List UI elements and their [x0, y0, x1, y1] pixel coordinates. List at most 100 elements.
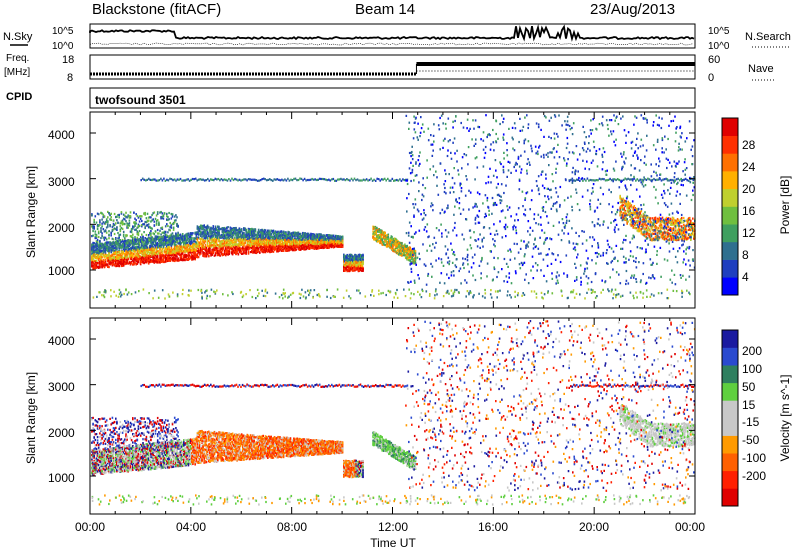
scatter-point [234, 249, 236, 253]
scatter-point [136, 261, 139, 264]
scatter-point [192, 251, 194, 254]
scatter-point [197, 244, 200, 248]
scatter-point [146, 248, 149, 251]
scatter-point [151, 213, 153, 217]
scatter-point [220, 247, 223, 250]
scatter-point [139, 240, 142, 243]
scatter-point [202, 251, 204, 254]
scatter-point [206, 230, 209, 233]
scatter-point [269, 233, 271, 236]
scatter-point [138, 247, 141, 250]
scatter-point [214, 252, 217, 255]
scatter-point [96, 266, 99, 269]
scatter-point [197, 241, 200, 244]
scatter-point [253, 237, 255, 240]
scatter-point [264, 229, 267, 232]
scatter-point [139, 239, 142, 242]
scatter-point [172, 252, 175, 255]
scatter-point [92, 264, 94, 267]
scatter-point [268, 232, 270, 235]
scatter-point [257, 236, 260, 239]
scatter-point [168, 239, 170, 242]
scatter-point [141, 260, 143, 263]
scatter-point [236, 231, 238, 234]
scatter-point [185, 233, 187, 236]
scatter-point [145, 224, 148, 227]
scatter-point [117, 257, 119, 261]
scatter-point [115, 248, 117, 252]
scatter-point [151, 236, 153, 239]
scatter-point [127, 239, 129, 242]
scatter-point [170, 254, 173, 257]
nsearch-tick-bottom: 10^0 [708, 41, 730, 52]
scatter-point [255, 249, 258, 252]
scatter-point [156, 237, 159, 240]
scatter-point [97, 246, 100, 249]
scatter-point [137, 243, 140, 246]
scatter-point [256, 231, 259, 234]
scatter-point [225, 236, 227, 239]
scatter-point [101, 212, 103, 215]
scatter-point [195, 242, 198, 245]
scatter-point [218, 234, 220, 237]
scatter-point [132, 249, 134, 252]
scatter-point [171, 237, 174, 240]
scatter-point [215, 237, 218, 240]
scatter-point [116, 215, 118, 218]
scatter-point [141, 256, 143, 259]
scatter-point [109, 263, 111, 266]
scatter-point [159, 256, 161, 260]
scatter-point [118, 246, 120, 249]
scatter-point [214, 249, 217, 252]
scatter-point [146, 238, 149, 241]
scatter-point [203, 247, 205, 251]
scatter-point [136, 233, 139, 236]
scatter-point [168, 258, 170, 261]
scatter-point [226, 252, 228, 255]
scatter-point [152, 250, 154, 253]
scatter-point [141, 224, 143, 227]
scatter-point [205, 255, 208, 258]
scatter-point [176, 245, 178, 248]
scatter-point [94, 253, 97, 256]
scatter-point [119, 228, 122, 231]
scatter-point [109, 241, 111, 244]
scatter-point [212, 242, 215, 245]
scatter-point [172, 253, 175, 256]
scatter-point [180, 255, 183, 258]
scatter-point [160, 249, 162, 252]
scatter-point [155, 222, 158, 225]
scatter-point [257, 248, 260, 251]
scatter-point [139, 258, 142, 261]
scatter-point [245, 247, 247, 250]
scatter-point [113, 244, 116, 247]
scatter-point [239, 235, 242, 238]
scatter-point [247, 248, 250, 251]
scatter-point [267, 245, 269, 249]
scatter-point [176, 235, 178, 238]
scatter-point [111, 258, 114, 262]
scatter-point [147, 261, 150, 265]
scatter-point [196, 252, 199, 255]
scatter-point [183, 254, 185, 257]
scatter-point [118, 242, 120, 245]
scatter-point [265, 241, 268, 244]
scatter-point [205, 251, 208, 254]
scatter-point [154, 258, 157, 261]
scatter-point [191, 240, 193, 243]
scatter-point [127, 226, 129, 229]
scatter-point [185, 255, 187, 259]
scatter-point [167, 251, 169, 254]
scatter-point [164, 251, 167, 255]
scatter-point [195, 233, 198, 236]
scatter-point [151, 252, 153, 255]
scatter-point [195, 237, 198, 240]
scatter-point [198, 253, 201, 256]
scatter-point [130, 247, 133, 250]
scatter-point [185, 243, 187, 246]
scatter-point [222, 234, 225, 238]
scatter-point [202, 254, 204, 257]
scatter-point [96, 243, 99, 246]
scatter-point [218, 232, 220, 235]
scatter-point [179, 254, 182, 257]
